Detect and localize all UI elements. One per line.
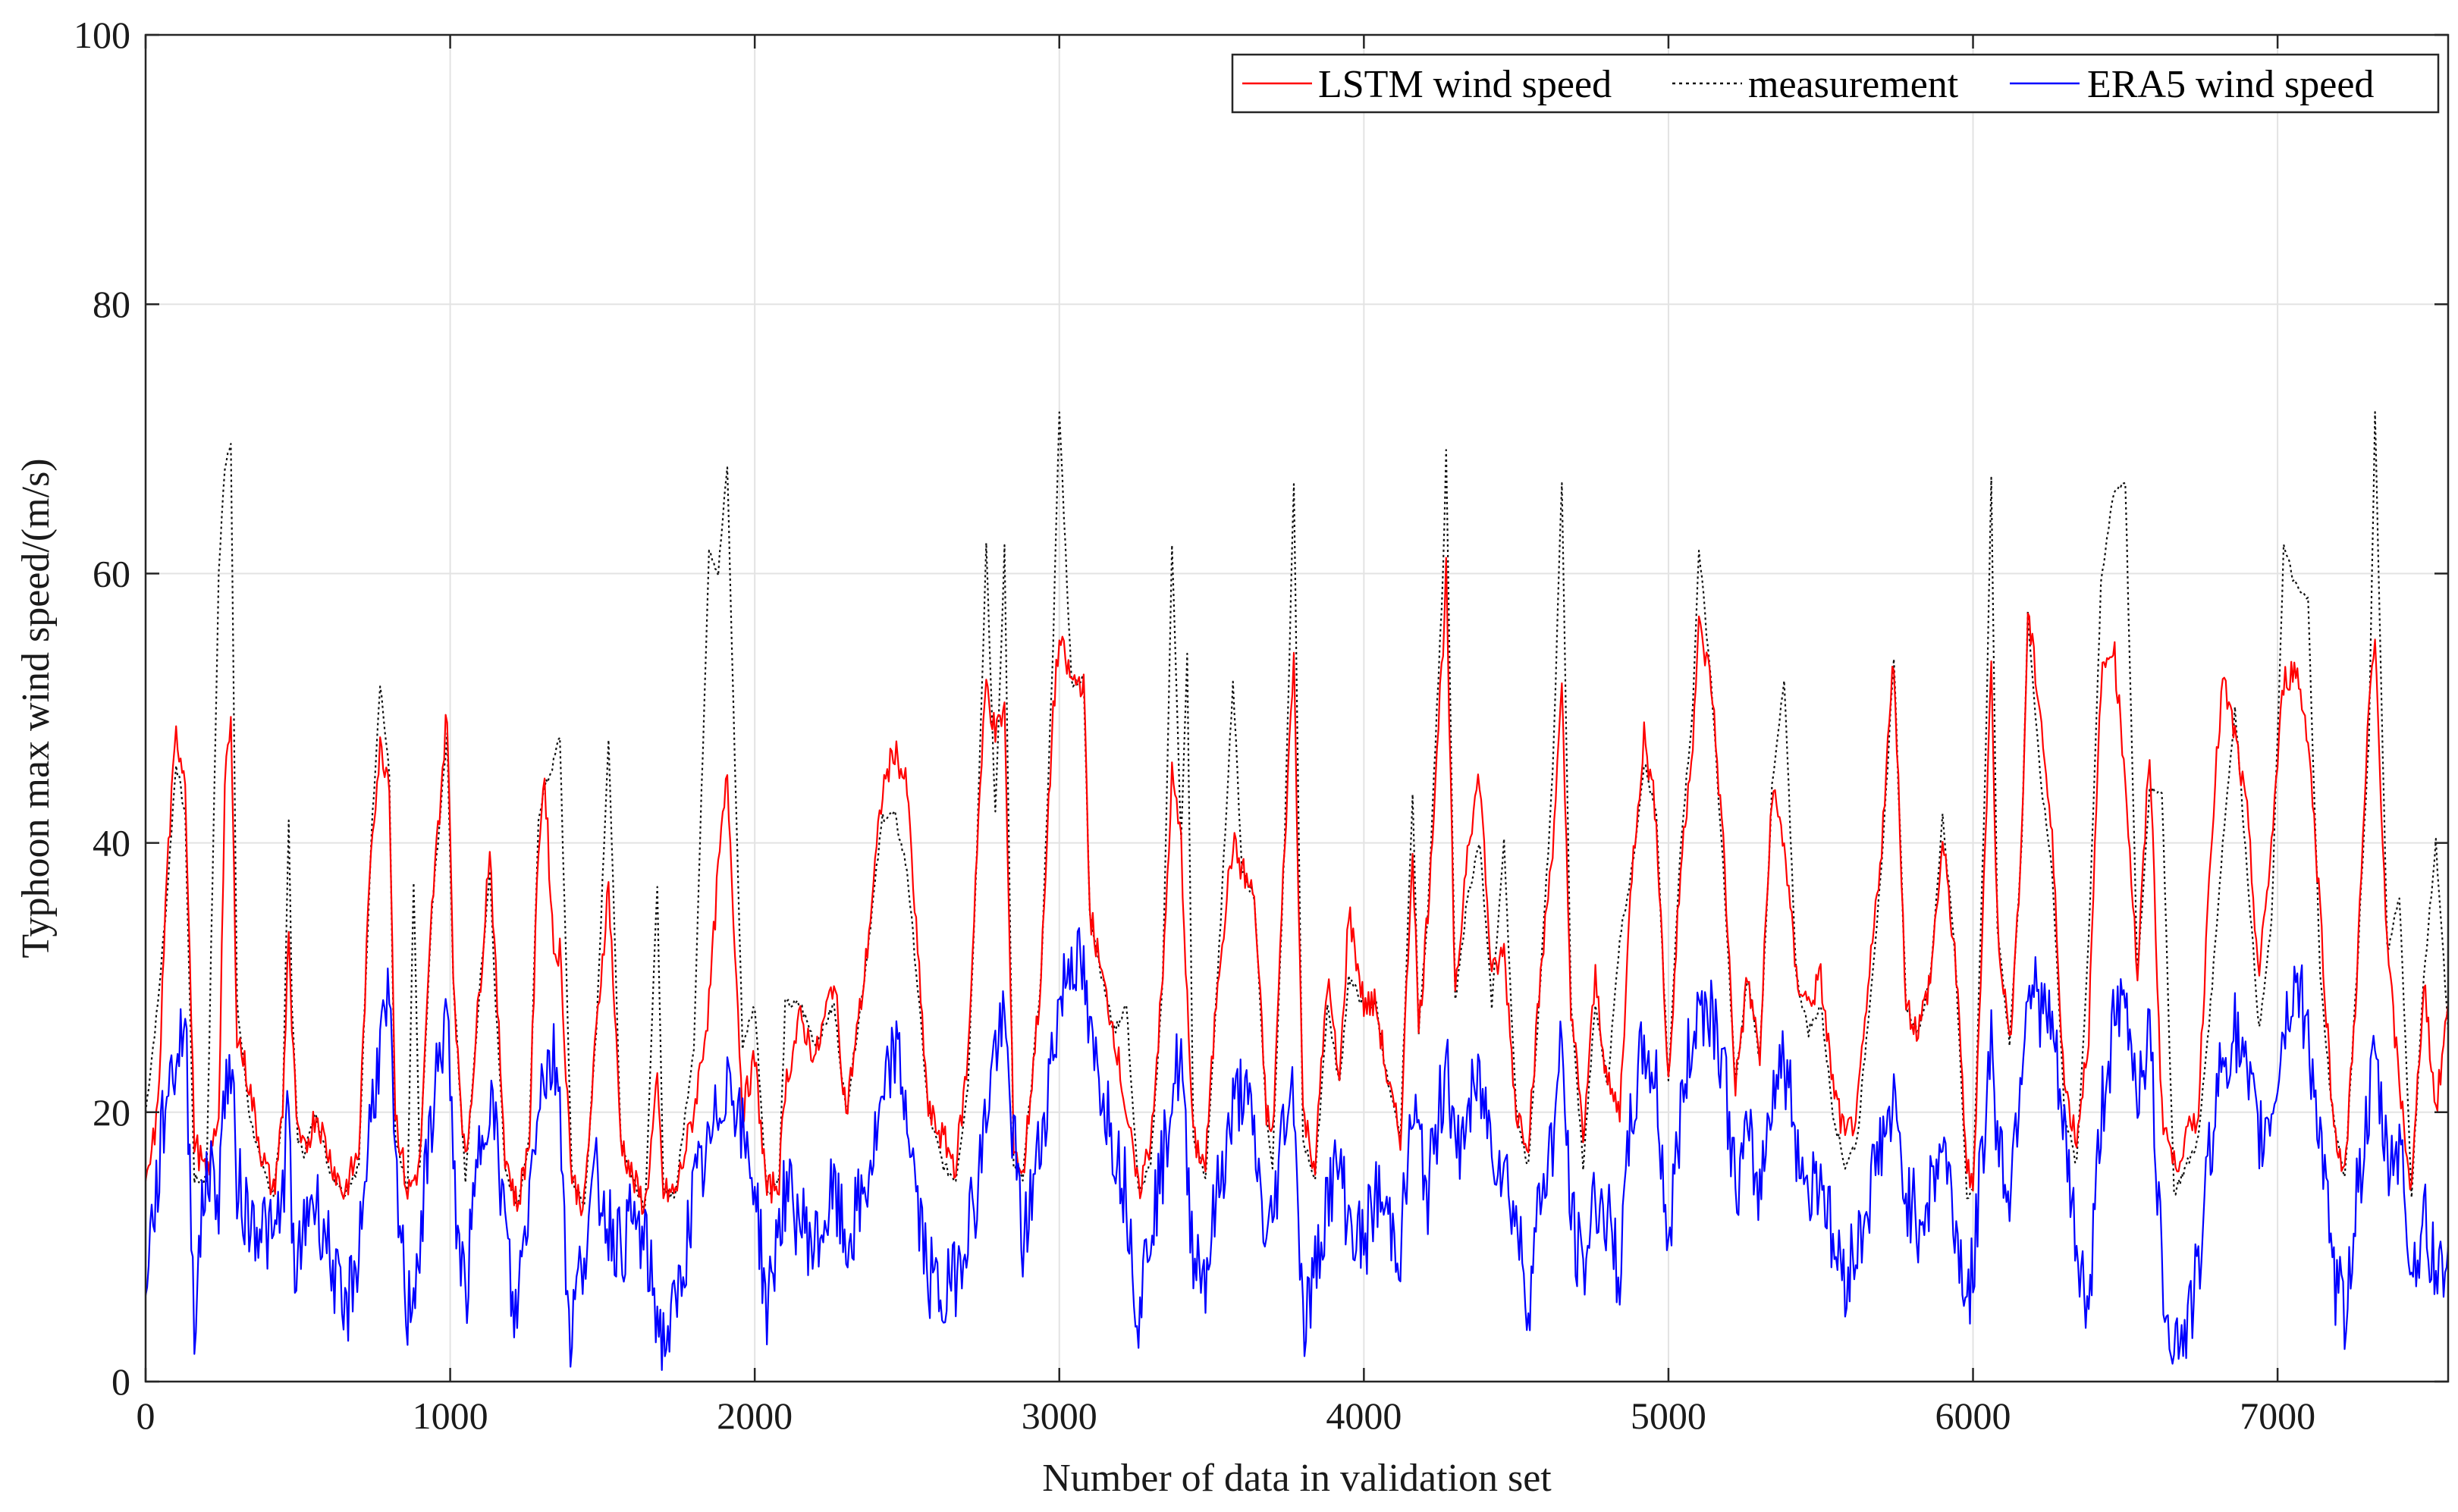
y-tick-label-20: 20 — [93, 1091, 130, 1134]
y-tick-label-40: 40 — [93, 822, 130, 864]
x-tick-label-2000: 2000 — [717, 1394, 793, 1437]
series-line-era5-wind-speed — [144, 927, 2450, 1371]
y-tick-label-0: 0 — [111, 1360, 130, 1403]
x-tick-label-7000: 7000 — [2240, 1394, 2315, 1437]
legend: LSTM wind speed measurement ERA5 wind sp… — [1231, 53, 2440, 114]
x-tick-label-3000: 3000 — [1022, 1394, 1097, 1437]
series-line-lstm-wind-speed — [144, 557, 2450, 1216]
x-axis-label: Number of data in validation set — [1042, 1457, 1552, 1500]
y-tick-label-80: 80 — [93, 283, 130, 325]
y-tick-label-60: 60 — [93, 552, 130, 594]
x-tick-label-6000: 6000 — [1935, 1394, 2011, 1437]
series-layer — [144, 411, 2450, 1371]
y-axis-label: Typhoon max wind speed/(m/s) — [14, 458, 58, 958]
axis-ticks: 0 1000 2000 3000 4000 5000 6000 7000 0 20 40 60 80 10… — [74, 14, 2448, 1437]
x-tick-label-0: 0 — [137, 1394, 155, 1437]
legend-label-measurement: measurement — [1748, 63, 1959, 106]
x-tick-label-5000: 5000 — [1631, 1394, 1706, 1437]
x-tick-label-4000: 4000 — [1326, 1394, 1402, 1437]
legend-label-lstm: LSTM wind speed — [1318, 63, 1612, 106]
plot-frame — [144, 33, 2450, 1383]
legend-box — [1231, 53, 2440, 114]
y-tick-label-100: 100 — [74, 14, 130, 56]
x-tick-label-1000: 1000 — [413, 1394, 488, 1437]
legend-label-era5: ERA5 wind speed — [2087, 63, 2374, 106]
